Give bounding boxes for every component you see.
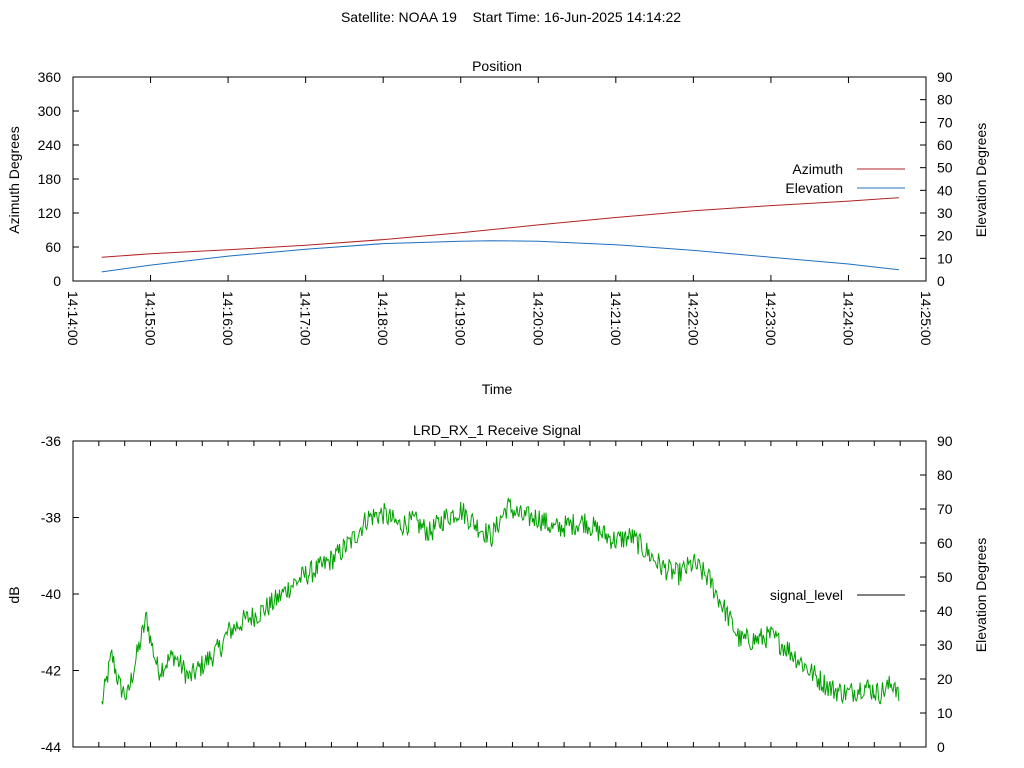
position-title: Position <box>472 58 522 74</box>
legend-label: Azimuth <box>792 161 843 177</box>
y-tick-label: 60 <box>45 239 61 255</box>
x-tick-label: 14:21:00 <box>608 291 624 346</box>
y2-tick-label: 30 <box>937 205 953 221</box>
x-tick-label: 14:24:00 <box>840 291 856 346</box>
y2-tick-label: 50 <box>937 160 953 176</box>
x-tick-label: 14:14:00 <box>65 291 81 346</box>
y-tick-label: -40 <box>41 586 61 602</box>
signal-y2-label: Elevation Degrees <box>973 538 989 652</box>
y2-tick-label: 0 <box>937 739 945 755</box>
y2-tick-label: 80 <box>937 467 953 483</box>
series-azimuth-line <box>101 197 899 258</box>
signal-chart: LRD_RX_1 Receive Signal dB Elevation Deg… <box>6 422 989 755</box>
x-tick-label: 14:23:00 <box>763 291 779 346</box>
y2-tick-label: 40 <box>937 603 953 619</box>
y-tick-label: -38 <box>41 510 61 526</box>
y-tick-label: -36 <box>41 433 61 449</box>
x-tick-label: 14:22:00 <box>685 291 701 346</box>
y-tick-label: -42 <box>41 663 61 679</box>
y-tick-label: -44 <box>41 739 61 755</box>
y2-tick-label: 70 <box>937 114 953 130</box>
x-tick-label: 14:18:00 <box>375 291 391 346</box>
y2-tick-label: 60 <box>937 535 953 551</box>
series-signal-level-line <box>101 497 900 705</box>
x-tick-label: 14:15:00 <box>143 291 159 346</box>
x-tick-label: 14:20:00 <box>530 291 546 346</box>
page-title: Satellite: NOAA 19 Start Time: 16-Jun-20… <box>341 9 681 25</box>
position-chart: Position Azimuth Degrees Elevation Degre… <box>6 58 989 397</box>
y2-tick-label: 50 <box>937 569 953 585</box>
y-tick-label: 360 <box>38 69 62 85</box>
y2-tick-label: 80 <box>937 92 953 108</box>
x-tick-label: 14:19:00 <box>453 291 469 346</box>
y-tick-label: 300 <box>38 103 62 119</box>
y2-tick-label: 70 <box>937 501 953 517</box>
position-y-label: Azimuth Degrees <box>6 126 22 233</box>
y2-tick-label: 0 <box>937 273 945 289</box>
position-x-label: Time <box>482 381 513 397</box>
signal-title: LRD_RX_1 Receive Signal <box>413 422 581 438</box>
y-tick-label: 0 <box>53 273 61 289</box>
legend-label: Elevation <box>785 180 843 196</box>
y2-tick-label: 60 <box>937 137 953 153</box>
y2-tick-label: 10 <box>937 250 953 266</box>
y2-tick-label: 30 <box>937 637 953 653</box>
position-y2-label: Elevation Degrees <box>973 123 989 237</box>
y2-tick-label: 90 <box>937 433 953 449</box>
y2-tick-label: 90 <box>937 69 953 85</box>
legend-label: signal_level <box>770 587 843 603</box>
x-tick-label: 14:25:00 <box>918 291 934 346</box>
y2-tick-label: 20 <box>937 228 953 244</box>
y2-tick-label: 20 <box>937 671 953 687</box>
series-elevation-line <box>101 240 899 273</box>
y-tick-label: 180 <box>38 171 62 187</box>
y2-tick-label: 40 <box>937 182 953 198</box>
position-plot-frame <box>72 76 927 282</box>
y-tick-label: 240 <box>38 137 62 153</box>
y-tick-label: 120 <box>38 205 62 221</box>
signal-y-label: dB <box>6 586 22 603</box>
x-tick-label: 14:16:00 <box>220 291 236 346</box>
y2-tick-label: 10 <box>937 705 953 721</box>
x-tick-label: 14:17:00 <box>298 291 314 346</box>
